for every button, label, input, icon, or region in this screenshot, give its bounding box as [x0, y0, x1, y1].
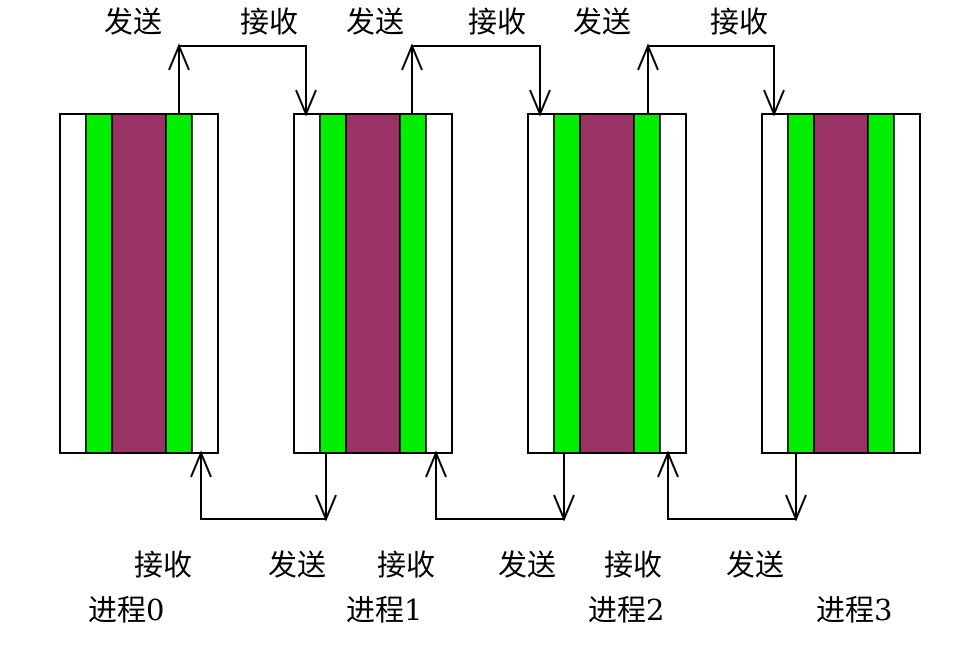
halo-column	[425, 113, 453, 454]
halo-column	[293, 113, 321, 454]
receive-arrow-head	[763, 89, 785, 117]
send-arrow-head	[637, 43, 659, 71]
interior-column	[813, 113, 869, 454]
bottom-receive-label-2: 接收	[604, 548, 662, 582]
top-exchange-line	[411, 45, 541, 114]
interior-column	[579, 113, 635, 454]
boundary-column	[399, 113, 427, 454]
halo-column	[761, 113, 789, 454]
boundary-column	[787, 113, 815, 454]
bottom-exchange-1	[425, 450, 575, 522]
bottom-send-label-1: 发送	[498, 548, 556, 582]
send-arrow-head	[401, 43, 423, 71]
bottom-exchange-line	[200, 453, 327, 520]
bottom-exchange-line	[435, 453, 565, 520]
interior-column	[111, 113, 167, 454]
bottom-send-label-2: 发送	[726, 548, 784, 582]
process-block-3	[761, 113, 921, 454]
halo-column	[893, 113, 921, 454]
send-arrow-head	[315, 494, 337, 522]
boundary-column	[165, 113, 193, 454]
halo-column	[191, 113, 219, 454]
process-label-3: 进程3	[816, 593, 892, 627]
halo-column	[659, 113, 687, 454]
send-arrow-head	[785, 494, 807, 522]
halo-column	[527, 113, 555, 454]
interior-column	[345, 113, 401, 454]
receive-arrow-head	[529, 89, 551, 117]
top-send-label-2: 发送	[573, 5, 631, 39]
receive-arrow-head	[425, 450, 447, 478]
process-label-1: 进程1	[346, 593, 422, 627]
top-exchange-2	[637, 43, 785, 117]
send-arrow-head	[553, 494, 575, 522]
bottom-receive-label-1: 接收	[377, 548, 435, 582]
process-block-outline	[59, 113, 219, 454]
bottom-exchange-2	[657, 450, 807, 522]
bottom-exchange-line	[667, 453, 797, 520]
process-block-1	[293, 113, 453, 454]
receive-arrow-head	[657, 450, 679, 478]
top-exchange-line	[647, 45, 775, 114]
boundary-column	[553, 113, 581, 454]
boundary-column	[867, 113, 895, 454]
process-label-2: 进程2	[588, 593, 664, 627]
exchange-arrows	[168, 43, 807, 522]
top-send-label-0: 发送	[104, 5, 162, 39]
halo-column	[59, 113, 87, 454]
top-exchange-1	[401, 43, 551, 117]
top-receive-label-1: 接收	[468, 5, 526, 39]
top-receive-label-0: 接收	[240, 5, 298, 39]
boundary-column	[319, 113, 347, 454]
process-label-0: 进程0	[88, 593, 164, 627]
process-block-outline	[293, 113, 453, 454]
top-receive-label-2: 接收	[710, 5, 768, 39]
process-block-2	[527, 113, 687, 454]
receive-arrow-head	[295, 89, 317, 117]
boundary-column	[85, 113, 113, 454]
bottom-exchange-0	[190, 450, 337, 522]
receive-arrow-head	[190, 450, 212, 478]
send-arrow-head	[168, 43, 190, 71]
process-block-outline	[761, 113, 921, 454]
process-block-outline	[527, 113, 687, 454]
top-exchange-0	[168, 43, 317, 117]
boundary-column	[633, 113, 661, 454]
process-blocks	[59, 113, 921, 454]
process-block-0	[59, 113, 219, 454]
bottom-send-label-0: 发送	[268, 548, 326, 582]
top-send-label-1: 发送	[346, 5, 404, 39]
top-exchange-line	[178, 45, 307, 114]
bottom-receive-label-0: 接收	[134, 548, 192, 582]
